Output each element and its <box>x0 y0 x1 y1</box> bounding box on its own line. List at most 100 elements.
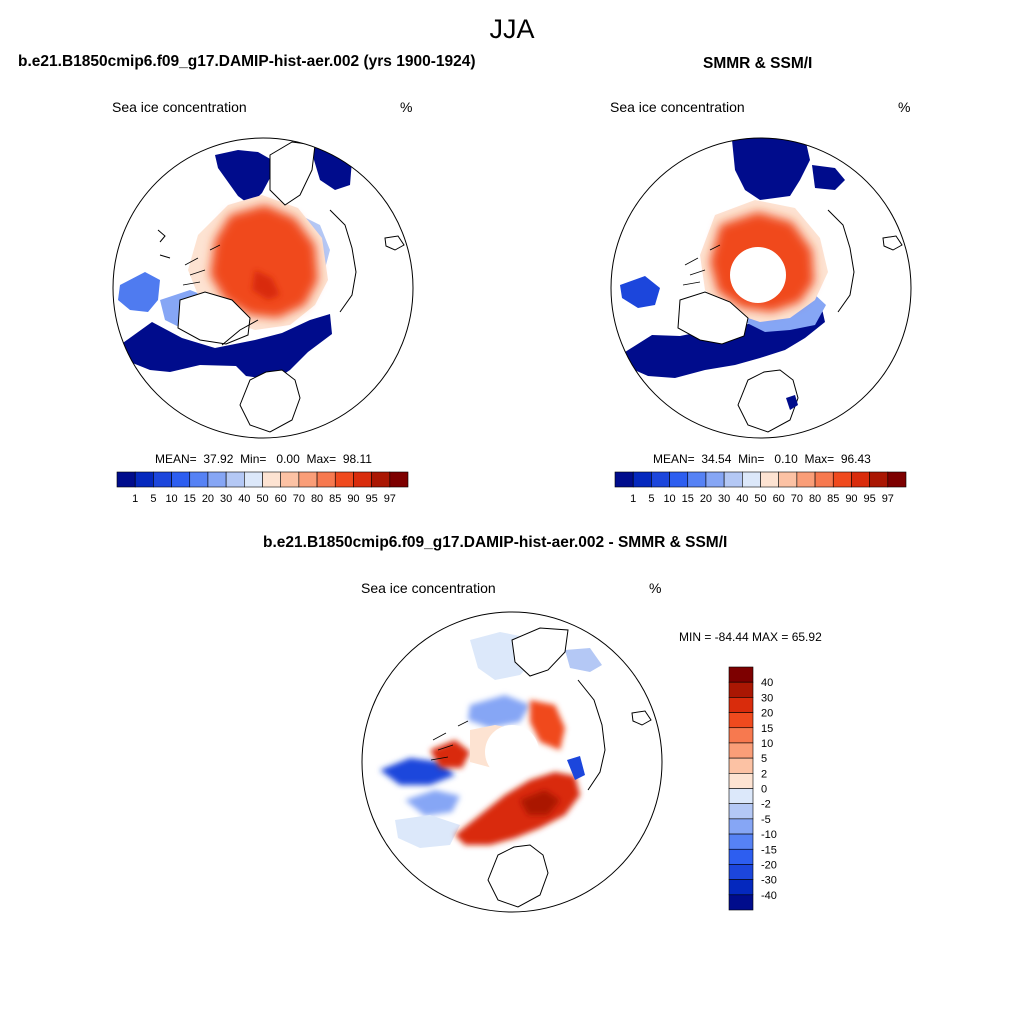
min-value: 0.10 <box>774 452 798 466</box>
land-iceland <box>631 710 652 726</box>
colorbar-tick-label: 95 <box>864 493 876 505</box>
colorbar-tick-label: 40 <box>761 677 773 689</box>
colorbar-swatch <box>651 471 670 488</box>
colorbar-swatch <box>371 471 391 488</box>
ice-hudson-band <box>118 272 160 312</box>
colorbar-tick-label: 15 <box>184 493 196 505</box>
colorbar-tick-label: 50 <box>256 493 268 505</box>
colorbar-tick-label: -15 <box>761 844 777 856</box>
panel-model-title: b.e21.B1850cmip6.f09_g17.DAMIP-hist-aer.… <box>18 53 476 70</box>
panel-obs-variable: Sea ice concentration <box>610 99 745 115</box>
colorbar-swatch <box>669 471 689 488</box>
colorbar-swatch <box>796 471 816 488</box>
colorbar-obs: 1 5 10 15 20 30 40 50 60 70 80 85 90 95 97 <box>614 471 907 505</box>
max-label: Max= <box>306 452 337 466</box>
colorbar-tick-label: 15 <box>761 723 773 735</box>
diff-chukchi-neg <box>567 756 585 780</box>
ice-pack <box>210 205 318 318</box>
land-greenland-north <box>269 141 316 206</box>
colorbar-tick-label: 10 <box>761 738 773 750</box>
ice-baffin-bay <box>732 138 810 200</box>
colorbar-swatch <box>334 471 354 488</box>
land-siberia <box>177 291 251 345</box>
colorbar-tick-label: 90 <box>347 493 359 505</box>
colorbar-tick-label: 80 <box>809 493 821 505</box>
colorbar-swatch <box>225 471 245 488</box>
land-alaska-coast <box>329 209 357 313</box>
colorbar-swatch <box>728 788 754 804</box>
colorbar-tick-label: 85 <box>329 493 341 505</box>
colorbar-tick-label: 97 <box>882 493 894 505</box>
colorbar-swatch <box>316 471 336 488</box>
mean-label: MEAN= <box>155 452 197 466</box>
colorbar-tick-label: 85 <box>827 493 839 505</box>
panel-model-map <box>112 137 414 439</box>
land-scandinavia <box>487 844 549 908</box>
colorbar-tick-label: 95 <box>366 493 378 505</box>
colorbar-tick-label: 70 <box>791 493 803 505</box>
colorbar-tick-label: -2 <box>761 799 771 811</box>
ice-barents-kara-band <box>120 314 332 380</box>
mean-label: MEAN= <box>653 452 695 466</box>
ice-pack-core <box>252 270 280 300</box>
land-archipelago <box>182 244 221 286</box>
colorbar-tick-label: -30 <box>761 875 777 887</box>
diff-east-siberian-pos <box>520 790 560 815</box>
colorbar-tick-label: 30 <box>761 692 773 704</box>
colorbar-swatch <box>760 471 779 488</box>
land-alaska-coast <box>577 679 606 791</box>
colorbar-tick-label: 15 <box>682 493 694 505</box>
mean-value: 34.54 <box>701 452 732 466</box>
colorbar-swatch <box>728 712 754 729</box>
land-chukotka <box>157 229 171 259</box>
colorbar-swatch <box>632 471 652 488</box>
land-archipelago <box>430 720 469 761</box>
ice-greenland-sea <box>312 142 352 190</box>
colorbar-tick-label: 20 <box>202 493 214 505</box>
ice-baffin-bay <box>215 150 272 205</box>
panel-obs-title: SMMR & SSM/I <box>703 55 813 72</box>
colorbar-swatch <box>728 697 754 713</box>
colorbar-tick-label: 1 <box>630 493 636 505</box>
colorbar-swatch <box>728 803 754 820</box>
colorbar-swatch <box>728 757 754 774</box>
diff-barents-neg <box>405 790 460 816</box>
colorbar-swatch <box>153 471 172 488</box>
colorbar-swatch <box>728 848 754 865</box>
land-iceland <box>384 235 405 251</box>
colorbar-tick-label: 20 <box>700 493 712 505</box>
colorbar-swatch <box>832 471 852 488</box>
land-scandinavia <box>737 369 799 433</box>
colorbar-swatch <box>728 681 754 698</box>
ice-greenland-sea <box>812 165 845 190</box>
max-label: Max= <box>804 452 835 466</box>
land-alaska-coast <box>827 209 855 313</box>
colorbar-swatch <box>728 742 754 759</box>
colorbar-tick-label: 30 <box>718 493 730 505</box>
colorbar-tick-label: 60 <box>773 493 785 505</box>
map-boundary <box>610 137 912 439</box>
colorbar-swatch <box>171 471 191 488</box>
colorbar-swatch <box>814 471 834 488</box>
min-label: Min= <box>240 452 267 466</box>
colorbar-swatch <box>723 471 743 488</box>
panel-diff-variable: Sea ice concentration <box>361 580 496 596</box>
colorbar-swatch <box>687 471 707 488</box>
ice-ob-gulf <box>786 395 798 410</box>
mean-value: 37.92 <box>203 452 234 466</box>
colorbar-swatch <box>280 471 300 488</box>
colorbar-swatch <box>298 471 318 488</box>
land-greenland <box>511 627 569 677</box>
colorbar-swatch <box>353 471 372 488</box>
colorbar-tick-label: 60 <box>275 493 287 505</box>
colorbar-tick-label: 5 <box>761 753 767 765</box>
panel-model-variable: Sea ice concentration <box>112 99 247 115</box>
diff-beaufort-pos <box>530 700 565 750</box>
colorbar-tick-label: 0 <box>761 784 767 796</box>
colorbar-swatch <box>728 818 754 835</box>
colorbar-swatch <box>705 471 725 488</box>
colorbar-tick-label: 10 <box>663 493 675 505</box>
min-value: 0.00 <box>276 452 300 466</box>
